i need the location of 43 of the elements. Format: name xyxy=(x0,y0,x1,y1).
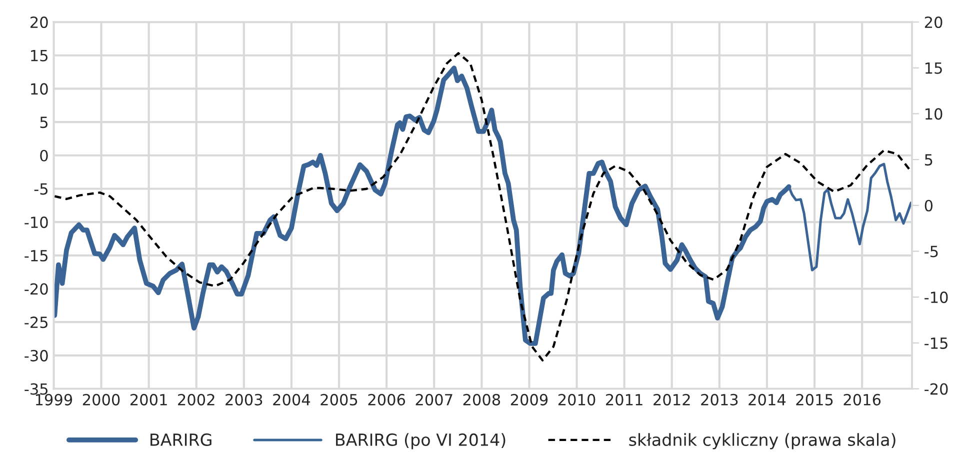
y2-tick-label: 10 xyxy=(925,108,942,120)
y-tick-label: 15 xyxy=(31,50,48,62)
y-tick-label: 5 xyxy=(40,116,48,128)
line-series xyxy=(54,52,912,362)
y2-tick-label: 15 xyxy=(925,62,942,74)
x-tick-label: 2016 xyxy=(844,394,881,406)
y-tick-label: -15 xyxy=(24,250,48,262)
y-tick-label: 10 xyxy=(31,83,48,95)
x-tick-label: 2009 xyxy=(510,394,548,406)
y-tick-label: 20 xyxy=(30,16,48,28)
y-tick-label: -30 xyxy=(24,350,48,362)
legend-label: BARIRG (po VI 2014) xyxy=(336,433,506,450)
y2-tick-label: -20 xyxy=(924,383,948,395)
y2-tick-label: -10 xyxy=(924,292,948,304)
y-tick-label: -5 xyxy=(34,183,48,195)
y2-tick-label: -5 xyxy=(924,246,938,258)
x-tick-label: 2004 xyxy=(273,394,310,406)
x-tick-label: 2007 xyxy=(416,394,452,406)
y-tick-label: 0 xyxy=(40,150,48,162)
x-tick-label: 2005 xyxy=(320,394,358,406)
x-tick-label: 2013 xyxy=(701,394,738,406)
y-tick-label: -25 xyxy=(24,316,48,328)
y2-tick-label: 20 xyxy=(924,16,942,28)
x-tick-label: 2001 xyxy=(130,394,167,406)
x-tick-label: 1999 xyxy=(36,394,72,406)
y2-tick-label: -15 xyxy=(924,338,948,349)
y-tick-label: -20 xyxy=(24,283,48,295)
x-tick-label: 2011 xyxy=(606,394,642,406)
x-tick-label: 2006 xyxy=(368,394,406,406)
x-tick-label: 2008 xyxy=(463,394,500,406)
x-tick-label: 2003 xyxy=(226,394,262,406)
x-tick-label: 2014 xyxy=(748,394,786,406)
x-tick-label: 2015 xyxy=(796,394,833,406)
x-tick-label: 2000 xyxy=(82,394,120,406)
legend-label: składnik cykliczny (prawa skala) xyxy=(629,433,896,450)
legend-label: BARIRG xyxy=(150,433,212,446)
y-tick-label: -10 xyxy=(24,216,48,228)
x-tick-label: 2002 xyxy=(178,394,214,406)
x-tick-label: 2012 xyxy=(654,394,690,406)
x-tick-label: 2010 xyxy=(558,394,596,406)
y2-tick-label: 0 xyxy=(924,200,933,212)
y2-tick-label: 5 xyxy=(924,154,932,166)
y-tick-label: -35 xyxy=(24,383,48,395)
